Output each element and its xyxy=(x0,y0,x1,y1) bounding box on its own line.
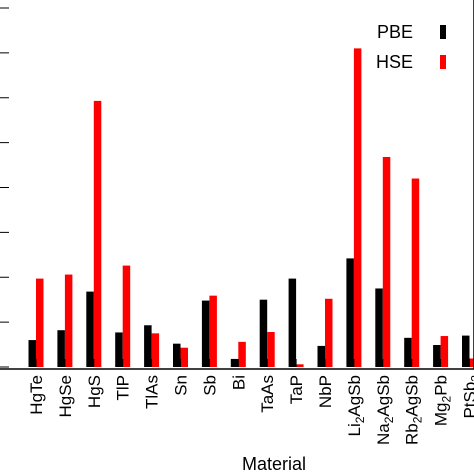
x-tick-label-hgse: HgSe xyxy=(56,375,75,418)
bar-pbe-na2agsb xyxy=(375,288,383,367)
legend-label-hse: HSE xyxy=(376,52,413,72)
bar-pbe-tap xyxy=(288,278,297,367)
bar-hse-nbp xyxy=(325,298,333,367)
bar-pbe-tlas xyxy=(144,325,152,367)
bar-pbe-sb xyxy=(201,300,210,367)
bar-pbe-sn xyxy=(173,343,181,367)
bar-pbe-li2agsb xyxy=(346,258,354,367)
x-tick-labels: HgTe HgSe HgS TlP TlAs Sn Sb Bi TaAs TaP NbP Li2AgS… xyxy=(27,359,474,445)
bar-pbe-hgse xyxy=(57,330,65,367)
x-tick-label-rb2agsb: Rb2AgSb xyxy=(403,375,425,445)
bar-pbe-hgs xyxy=(86,291,94,367)
plot-area-frame xyxy=(0,0,474,370)
bar-pbe-nbp xyxy=(317,345,325,367)
x-tick-label-hgte: HgTe xyxy=(27,375,46,415)
bar-pbe-taas xyxy=(259,299,268,367)
x-tick-label-nbp: NbP xyxy=(316,375,335,408)
legend: PBE HSE xyxy=(376,22,446,72)
bar-pbe-rb2agsb xyxy=(404,337,412,367)
bar-pbe-mg2pb xyxy=(433,345,441,367)
x-tick-label-na2agsb: Na2AgSb xyxy=(374,375,396,445)
bar-hse-li2agsb xyxy=(353,48,362,367)
legend-swatch-hse xyxy=(440,55,446,69)
x-tick-label-taas: TaAs xyxy=(258,375,277,413)
x-tick-label-mg2pb: Mg2Pb xyxy=(432,375,454,426)
x-tick-label-bi: Bi xyxy=(229,375,248,390)
legend-label-pbe: PBE xyxy=(377,22,413,42)
bar-hse-na2agsb xyxy=(382,156,391,367)
bar-hse-bi xyxy=(238,341,246,367)
x-tick-label-li2agsb: Li2AgSb xyxy=(345,375,367,437)
bar-hse-hgs xyxy=(93,100,102,368)
x-tick-label-hgs: HgS xyxy=(85,375,104,408)
bar-hse-hgte xyxy=(36,278,44,367)
bar-hse-tlas xyxy=(151,333,160,367)
x-tick-label-ptsb2: PtSb2 xyxy=(461,375,474,419)
x-tick-label-tap: TaP xyxy=(287,375,306,404)
y-axis-ticks xyxy=(0,7,9,368)
bar-pbe-tlp xyxy=(115,332,123,367)
x-tick-label-tlas: TlAs xyxy=(143,375,162,409)
bar-pbe-ptsb2 xyxy=(462,335,470,367)
x-tick-label-sn: Sn xyxy=(172,375,191,396)
bars xyxy=(28,48,474,368)
bar-hse-rb2agsb xyxy=(411,178,420,367)
x-axis-title: Material xyxy=(242,454,306,474)
bar-hse-ptsb2 xyxy=(469,358,474,367)
legend-swatch-pbe xyxy=(440,25,446,39)
x-tick-label-tlp: TlP xyxy=(114,375,133,401)
bar-pbe-hgte xyxy=(28,340,36,367)
bar-hse-taas xyxy=(267,331,275,367)
bar-hse-hgse xyxy=(64,274,73,367)
x-tick-label-sb: Sb xyxy=(200,375,219,396)
bar-hse-tap xyxy=(296,364,304,367)
bar-pbe-bi xyxy=(230,358,239,367)
bar-hse-tlp xyxy=(122,265,131,367)
bar-hse-mg2pb xyxy=(440,336,449,367)
bar-hse-sn xyxy=(180,347,188,367)
bar-hse-sb xyxy=(209,295,217,367)
